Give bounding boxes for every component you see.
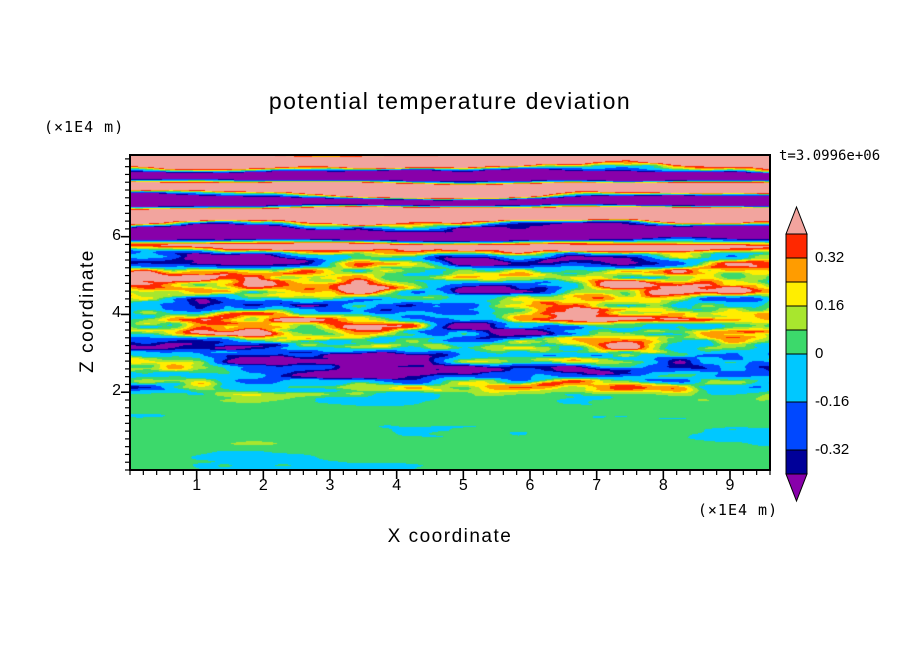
x-tick-label: 4 [392, 477, 402, 494]
x-tick-label: 1 [192, 477, 202, 494]
colorbar-label: 0.32 [815, 249, 845, 266]
x-tick-label: 3 [325, 477, 335, 494]
z-tick-label: 4 [112, 304, 121, 322]
colorbar-segment [785, 401, 808, 451]
z-axis-unit-label: (×1E4 m) [44, 118, 125, 136]
z-tick-label: 6 [112, 226, 121, 244]
colorbar-label: 0.16 [815, 297, 845, 314]
x-tick-label: 9 [725, 477, 735, 494]
colorbar-bottom-cap [785, 473, 808, 503]
colorbar-segment [785, 305, 808, 331]
colorbar-segment [785, 281, 808, 307]
x-tick-label: 6 [525, 477, 535, 494]
colorbar-label: 0 [815, 345, 824, 362]
x-axis-label: X coordinate [387, 526, 513, 547]
z-tick-label: 2 [112, 382, 121, 400]
colorbar-segment [785, 233, 808, 259]
x-axis-unit-label: (×1E4 m) [697, 501, 779, 519]
x-tick-label: 2 [258, 477, 268, 494]
x-tick-label: 8 [658, 477, 668, 494]
colorbar-segment [785, 449, 808, 475]
colorbar-segment [785, 257, 808, 283]
colorbar-segment [785, 329, 808, 355]
timestamp-label: t=3.0996e+06 [779, 148, 881, 164]
x-tick-label: 7 [592, 477, 602, 494]
colorbar-top-cap [785, 205, 808, 235]
colorbar-segment [785, 353, 808, 403]
x-tick-label: 5 [458, 477, 468, 494]
colorbar-label: -0.32 [815, 441, 850, 458]
chart-title: potential temperature deviation [268, 88, 632, 114]
colorbar-label: -0.16 [815, 393, 850, 410]
heatmap-canvas [130, 155, 770, 470]
